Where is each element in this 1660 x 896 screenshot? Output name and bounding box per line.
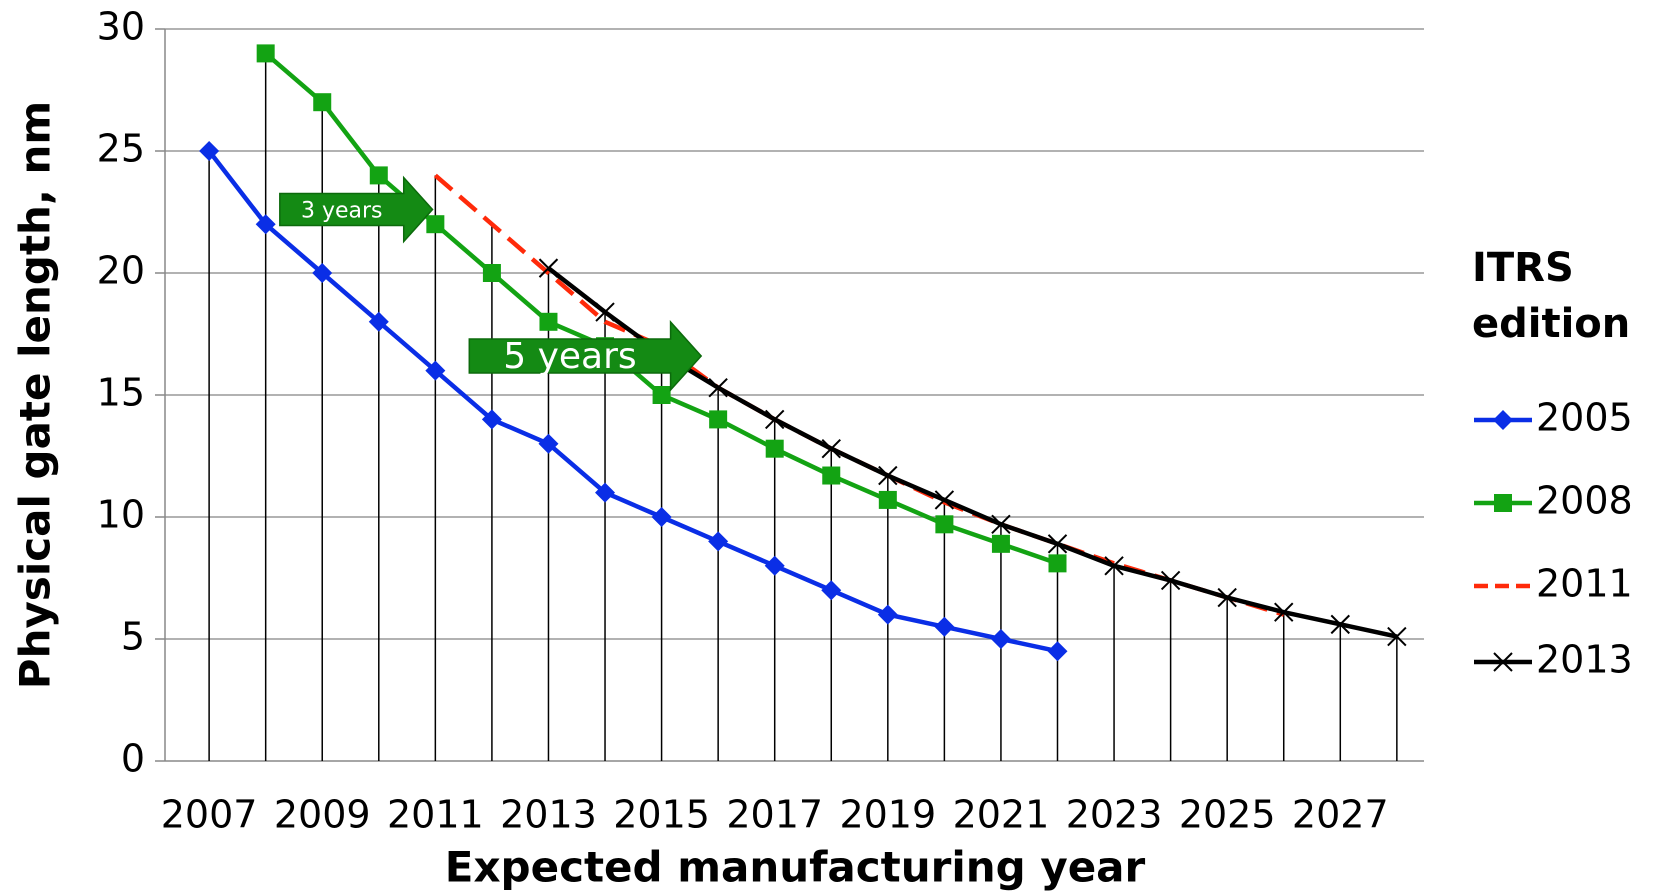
- marker: [935, 515, 954, 534]
- marker: [369, 166, 388, 185]
- marker: [1047, 641, 1068, 662]
- marker: [538, 433, 559, 454]
- marker: [539, 312, 558, 331]
- marker: [1217, 587, 1237, 608]
- legend-item: 2005: [1474, 396, 1633, 440]
- y-tick-label: 15: [97, 371, 145, 415]
- y-axis-title: Physical gate length, nm: [11, 101, 60, 689]
- marker: [1493, 410, 1513, 430]
- x-tick-label: 2017: [726, 793, 823, 837]
- x-tick-label: 2027: [1292, 793, 1389, 837]
- annotation-arrow: [279, 175, 434, 244]
- marker: [991, 534, 1010, 553]
- marker: [255, 214, 276, 235]
- marker: [708, 531, 729, 552]
- legend-item: 2013: [1474, 638, 1633, 682]
- y-tick-label: 10: [97, 493, 145, 537]
- x-tick-label: 2011: [387, 793, 484, 837]
- x-tick-label: 2019: [839, 793, 936, 837]
- marker: [1493, 652, 1513, 672]
- legend-item: 2011: [1474, 562, 1633, 606]
- marker: [1387, 626, 1407, 647]
- marker: [481, 409, 502, 430]
- x-tick-label: 2009: [274, 793, 371, 837]
- x-tick-label: 2007: [161, 793, 258, 837]
- legend-title: ITRS edition: [1472, 245, 1631, 347]
- legend-label: 2005: [1536, 396, 1633, 440]
- legend-item: 2008: [1474, 479, 1633, 523]
- legend-label: 2008: [1536, 479, 1633, 523]
- marker: [651, 507, 672, 527]
- y-tick-label: 30: [97, 5, 145, 49]
- marker: [426, 215, 445, 234]
- series-line: [207, 149, 1058, 654]
- marker: [822, 466, 841, 485]
- x-tick-label: 2023: [1066, 793, 1163, 837]
- marker: [764, 409, 785, 430]
- x-tick-label: 2025: [1179, 793, 1276, 837]
- marker: [312, 263, 333, 283]
- marker: [482, 264, 501, 282]
- marker: [991, 514, 1011, 535]
- marker: [1047, 534, 1068, 554]
- marker: [1274, 602, 1294, 622]
- annotation: 5 years: [503, 336, 636, 377]
- marker: [425, 360, 446, 381]
- x-tick-label: 2013: [500, 793, 597, 837]
- marker: [990, 629, 1011, 649]
- marker: [1330, 614, 1350, 635]
- marker: [652, 386, 671, 404]
- marker: [764, 555, 785, 576]
- series-line: [547, 266, 1398, 639]
- marker: [1494, 494, 1512, 512]
- marker: [1048, 554, 1067, 573]
- y-tick-label: 25: [97, 127, 145, 171]
- marker: [934, 490, 955, 510]
- legend-label: 2013: [1536, 638, 1633, 682]
- marker: [878, 465, 898, 486]
- x-tick-label: 2021: [953, 793, 1050, 837]
- marker: [1104, 556, 1124, 576]
- legend-label: 2011: [1536, 562, 1633, 606]
- x-axis-title: Expected manufacturing year: [445, 843, 1146, 892]
- marker: [934, 616, 955, 637]
- marker: [256, 44, 275, 63]
- marker: [313, 93, 332, 112]
- x-tick-label: 2015: [613, 793, 710, 837]
- annotation: 3 years: [301, 199, 383, 224]
- marker: [765, 439, 784, 458]
- marker: [821, 438, 841, 459]
- y-tick-label: 5: [121, 615, 145, 659]
- marker: [1160, 570, 1181, 591]
- marker: [595, 302, 615, 322]
- annotation-arrow: [468, 320, 703, 392]
- marker: [595, 482, 616, 503]
- marker: [877, 604, 898, 625]
- marker: [821, 580, 842, 601]
- marker: [709, 410, 728, 429]
- marker: [199, 141, 220, 161]
- y-tick-label: 20: [97, 249, 145, 293]
- marker: [368, 311, 389, 332]
- marker: [878, 490, 897, 509]
- marker: [708, 377, 728, 398]
- marker: [538, 258, 559, 278]
- y-tick-label: 0: [121, 737, 145, 781]
